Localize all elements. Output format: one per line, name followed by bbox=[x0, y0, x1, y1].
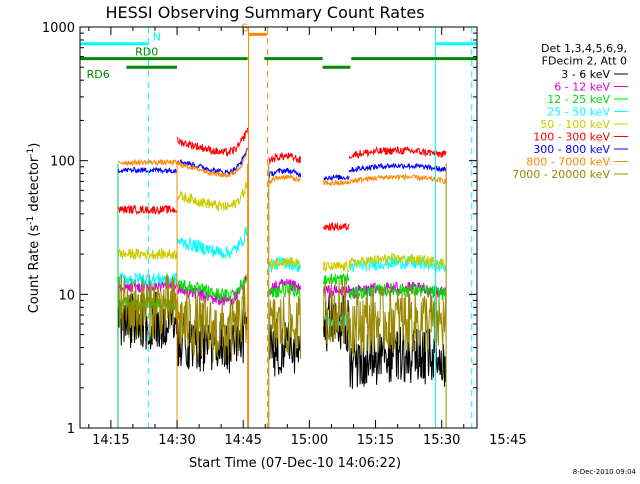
series-segment bbox=[176, 283, 249, 363]
series-segment bbox=[348, 286, 447, 357]
legend: Det 1,3,4,5,6,9,FDecim 2, Att 03 - 6 keV… bbox=[512, 42, 628, 181]
y-tick-label: 10 bbox=[58, 288, 75, 303]
series-100-300-kev-kev-line bbox=[117, 127, 447, 232]
series-segment bbox=[323, 278, 350, 345]
y-axis-label-end: ) bbox=[27, 143, 42, 148]
y-tick-label: 1000 bbox=[42, 21, 75, 36]
x-tick-label: 15:30 bbox=[423, 433, 460, 448]
series-segment bbox=[176, 226, 249, 259]
series-segment bbox=[117, 272, 178, 286]
y-axis-label-sup1: -1 bbox=[26, 216, 36, 225]
legend-entry-label: 50 - 100 keV bbox=[540, 118, 610, 131]
timestamp: 8-Dec-2010 09:04 bbox=[573, 468, 637, 476]
series-segment bbox=[348, 162, 447, 173]
legend-entry-label: 7000 - 20000 keV bbox=[512, 168, 610, 181]
x-tick-label: 15:15 bbox=[357, 433, 394, 448]
x-tick-label: 15:45 bbox=[489, 433, 526, 448]
series-segment bbox=[348, 252, 447, 271]
y-tick-label: 100 bbox=[50, 155, 75, 170]
series-800-7000-kev-kev-line bbox=[117, 149, 447, 187]
series-segment bbox=[348, 145, 447, 159]
flag-label: N bbox=[153, 31, 161, 44]
series-segment bbox=[268, 167, 302, 179]
axis-layer: 14:15 14:30 14:45 15:00 15:15 15:30 15:45 1 10 10… bbox=[42, 21, 527, 448]
legend-entry-label: 100 - 300 keV bbox=[533, 131, 610, 144]
series-segment bbox=[117, 291, 178, 350]
series-segment bbox=[268, 152, 302, 164]
series-segment bbox=[117, 166, 178, 175]
y-axis-label-sup2: -1 bbox=[26, 148, 36, 157]
y-axis-label: Count Rate (s-1 detector-1) bbox=[26, 143, 42, 314]
series-segment bbox=[348, 172, 447, 185]
series-segment bbox=[268, 278, 302, 297]
legend-entry-label: 25 - 50 keV bbox=[547, 106, 610, 119]
series-segment bbox=[117, 158, 178, 167]
y-axis-label-mid: detector bbox=[27, 156, 42, 216]
series-7000-20000-kev-kev-line bbox=[117, 274, 447, 363]
legend-entry-label: 300 - 800 keV bbox=[533, 143, 610, 156]
series-segment bbox=[176, 180, 249, 212]
x-tick-label: 15:00 bbox=[291, 433, 328, 448]
legend-header-line: Det 1,3,4,5,6,9, bbox=[541, 42, 627, 55]
series-segment bbox=[268, 282, 301, 301]
x-tick-label: 14:15 bbox=[92, 433, 129, 448]
series-50-100-kev-kev-line bbox=[117, 180, 447, 273]
series-segment bbox=[176, 127, 249, 157]
series-segment bbox=[176, 149, 248, 179]
y-tick-label: 1 bbox=[67, 422, 75, 437]
series-segment bbox=[348, 326, 447, 389]
legend-header-line: FDecim 2, Att 0 bbox=[542, 55, 627, 68]
series-segment bbox=[117, 274, 178, 341]
series-segment bbox=[268, 173, 301, 185]
series-segment bbox=[323, 179, 350, 187]
flag-label: S bbox=[241, 21, 248, 34]
legend-entry-label: 6 - 12 keV bbox=[554, 81, 610, 94]
data-layer bbox=[117, 127, 447, 428]
legend-entry-label: 12 - 25 keV bbox=[547, 93, 610, 106]
series-segment bbox=[268, 256, 302, 269]
series-segment bbox=[268, 291, 302, 359]
segment-edges bbox=[117, 163, 447, 428]
series-segment bbox=[117, 247, 178, 261]
series-segment bbox=[176, 272, 249, 302]
chart-title: HESSI Observing Summary Count Rates bbox=[105, 3, 424, 22]
x-tick-label: 14:45 bbox=[224, 433, 261, 448]
legend-entry-label: 3 - 6 keV bbox=[561, 68, 610, 81]
flag-label: RD0 bbox=[135, 46, 158, 59]
series-segment bbox=[323, 260, 350, 273]
legend-entry-label: 800 - 7000 keV bbox=[526, 156, 610, 169]
series-segment bbox=[117, 203, 178, 216]
plot-frame bbox=[79, 26, 478, 429]
series-segment bbox=[323, 174, 350, 182]
series-segment bbox=[323, 222, 350, 232]
x-tick-label: 14:30 bbox=[158, 433, 195, 448]
flag-label: RD6 bbox=[87, 68, 110, 81]
y-axis-label-main: Count Rate (s bbox=[27, 225, 42, 314]
x-axis-label: Start Time (07-Dec-10 14:06:22) bbox=[189, 456, 401, 471]
